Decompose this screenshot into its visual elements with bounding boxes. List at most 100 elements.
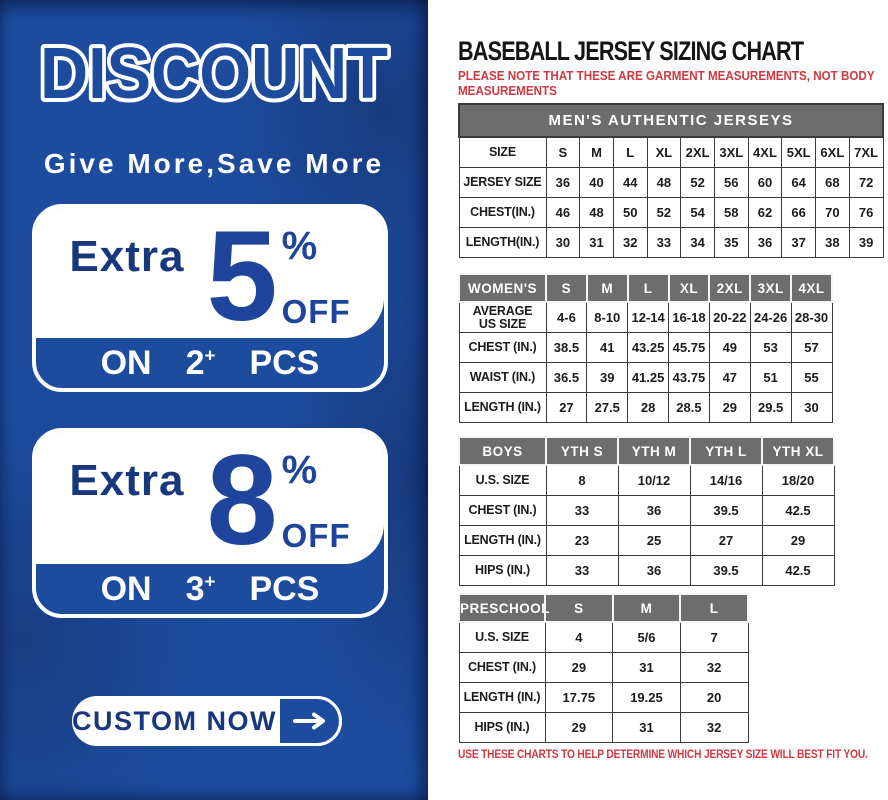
table-cell: 58 (713, 197, 749, 228)
table-cell: 4XL (747, 136, 783, 168)
table-cell: 39 (848, 227, 884, 258)
table-cell: 28.5 (668, 392, 710, 423)
column-header: L (626, 273, 670, 303)
table-row: CHEST (IN.) 29 31 32 (458, 652, 749, 683)
table-cell: 31 (612, 712, 681, 743)
column-header: 2XL (708, 273, 752, 303)
table-cell: 30 (790, 392, 833, 423)
table-cell: 27 (689, 525, 763, 556)
pcs-label: PCS (249, 569, 320, 608)
table-cell: 16-18 (668, 301, 710, 333)
table-cell: 12-14 (627, 301, 670, 333)
row-label: U.S. SIZE (458, 464, 547, 496)
table-cell: 46 (545, 197, 581, 228)
column-header: S (545, 273, 588, 303)
table-cell: 32 (679, 652, 749, 683)
table-cell: 39 (586, 362, 629, 393)
table-cell: 57 (790, 332, 833, 363)
table-cell: 37 (781, 227, 816, 258)
table-cell: 66 (781, 197, 816, 228)
table-cell: 20 (679, 682, 749, 713)
table-cell: 31 (579, 227, 614, 258)
table-row: LENGTH (IN.) 23 25 27 29 (458, 525, 835, 556)
arrow-segment (277, 696, 342, 746)
table-cell: S (545, 136, 581, 168)
row-label: HIPS (IN.) (458, 712, 546, 743)
table-cell: 43.25 (627, 332, 670, 363)
column-header: YTH XL (761, 436, 835, 466)
table-cell: 35 (713, 227, 749, 258)
offer-8-percent: Extra 8 % OFF ON 3+ PCS (32, 428, 388, 618)
background-texture (0, 0, 428, 800)
discount-title: DISCOUNT (36, 30, 392, 116)
table-cell: 39.5 (689, 555, 763, 586)
table-cell: 41.25 (627, 362, 670, 393)
table-cell: 53 (749, 332, 792, 363)
column-header: 4XL (790, 273, 833, 303)
table-cell: 5XL (781, 136, 816, 168)
table-cell: 60 (747, 167, 783, 198)
table-cell: M (579, 136, 614, 168)
table-header-row: WOMEN'S S M L XL 2XL 3XL 4XL (458, 273, 833, 303)
table-cell: 70 (815, 197, 850, 228)
table-cell: 38.5 (545, 332, 588, 363)
offer-percent-value: 8 (206, 429, 278, 572)
table-row: AVERAGE US SIZE 4-6 8-10 12-14 16-18 20-22 24-… (458, 301, 833, 333)
row-label: U.S. SIZE (458, 621, 546, 653)
table-cell: 25 (617, 525, 691, 556)
column-header: 3XL (749, 273, 793, 303)
table-cell: 51 (749, 362, 792, 393)
table-cell: 17.75 (544, 682, 614, 713)
table-cell: 24-26 (749, 301, 792, 333)
row-label: CHEST(IN.) (458, 197, 547, 228)
svg-text:DISCOUNT: DISCOUNT (40, 34, 388, 114)
mens-sizing-table: MEN'S AUTHENTIC JERSEYS SIZE S M L XL 2XL 3XL 4X… (458, 103, 884, 258)
off-label: OFF (281, 293, 351, 330)
column-header: XL (667, 273, 711, 303)
discount-panel: DISCOUNT Give More,Save More Extra 5 % O… (0, 0, 428, 800)
table-cell: 18/20 (761, 464, 835, 496)
off-label: OFF (281, 517, 351, 554)
table-cell: 56 (713, 167, 749, 198)
table-cell: 62 (747, 197, 783, 228)
table-cell: 20-22 (708, 301, 751, 333)
table-cell: 5/6 (612, 621, 681, 653)
table-cell: 36 (617, 555, 691, 586)
table-cell: 14/16 (689, 464, 763, 496)
table-cell: 4-6 (545, 301, 588, 333)
table-cell: 29.5 (749, 392, 792, 423)
table-cell: 33 (646, 227, 682, 258)
table-row: LENGTH (IN.) 27 27.5 28 28.5 29 29.5 30 (458, 392, 833, 423)
table-cell: 31 (612, 652, 681, 683)
table-cell: 36 (617, 495, 691, 526)
table-cell: 41 (586, 332, 629, 363)
column-header: M (611, 593, 682, 623)
table-cell: 43.75 (668, 362, 710, 393)
preschool-sizing-table: PRESCHOOL S M L U.S. SIZE 4 5/6 7 CHEST (IN.) 29 3… (458, 593, 749, 743)
table-cell: L (612, 136, 648, 168)
row-label: LENGTH(IN.) (458, 227, 547, 258)
row-label: AVERAGE US SIZE (458, 301, 547, 333)
offer-prefix: Extra (69, 456, 185, 505)
womens-sizing-table: WOMEN'S S M L XL 2XL 3XL 4XL AVERAGE US SIZE 4-6 8… (458, 273, 833, 423)
column-header: YTH M (617, 436, 691, 466)
column-header: L (679, 593, 749, 623)
table-cell: 30 (545, 227, 581, 258)
table-cell: 23 (545, 525, 619, 556)
table-cell: 8 (545, 464, 619, 496)
table-row: CHEST (IN.) 33 36 39.5 42.5 (458, 495, 835, 526)
column-header: YTH S (545, 436, 619, 466)
table-cell: 8-10 (586, 301, 629, 333)
table-banner: MEN'S AUTHENTIC JERSEYS (458, 103, 884, 138)
row-label: CHEST (IN.) (458, 332, 547, 363)
table-cell: 29 (708, 392, 751, 423)
row-label: JERSEY SIZE (458, 167, 547, 198)
table-cell: XL (646, 136, 682, 168)
boys-sizing-table: BOYS YTH S YTH M YTH L YTH XL U.S. SIZE 8 10/12… (458, 436, 835, 586)
custom-now-button[interactable]: CUSTOM NOW (72, 696, 342, 746)
table-cell: 47 (708, 362, 751, 393)
table-cell: 2XL (680, 136, 715, 168)
table-cell: 55 (790, 362, 833, 393)
table-row: WAIST (IN.) 36.5 39 41.25 43.75 47 51 55 (458, 362, 833, 393)
